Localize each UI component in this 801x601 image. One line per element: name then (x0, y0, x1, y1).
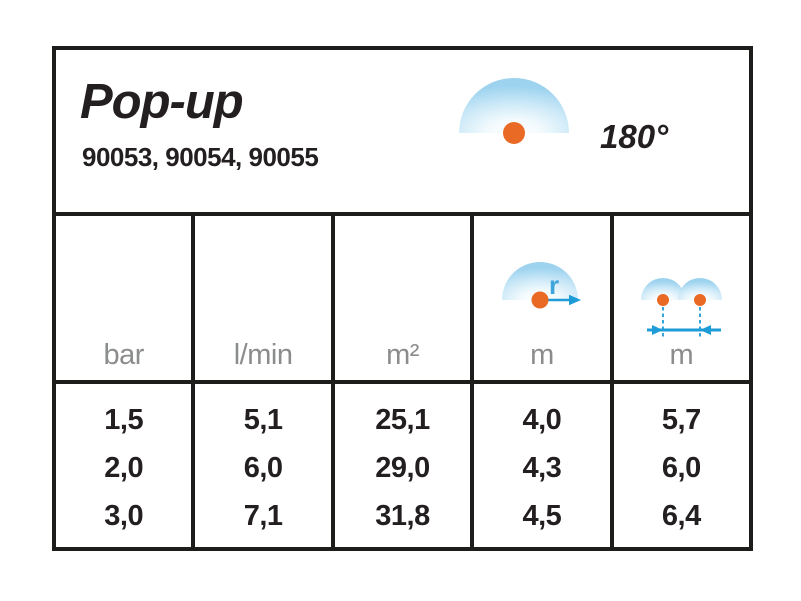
data-cells-flow: 5,1 6,0 7,1 (195, 384, 330, 547)
table-cell: 4,3 (522, 451, 562, 484)
column-flow: l/min 5,1 6,0 7,1 (195, 216, 335, 547)
unit-label-lmin: l/min (233, 339, 293, 371)
table-cell: 29,0 (375, 451, 430, 484)
sprinkler-dot-icon (657, 294, 670, 306)
column-radius: r m 4,0 4,3 4,5 (474, 216, 614, 547)
data-cells-pressure: 1,5 2,0 3,0 (56, 384, 191, 547)
radius-arc-shape (501, 262, 578, 300)
column-area: m² 25,1 29,0 31,8 (334, 216, 475, 547)
title-section: Pop-up 90053, 90054, 90055 180° (56, 50, 749, 216)
sprinkler-dot-icon (503, 122, 525, 144)
header-cell-spacing: m (613, 216, 750, 384)
product-title: Pop-up (80, 75, 244, 129)
data-cells-radius: 4,0 4,3 4,5 (474, 384, 609, 547)
table-cell: 6,0 (661, 451, 701, 484)
data-cells-spacing: 5,7 6,0 6,4 (614, 384, 749, 547)
spray-arc-shape (459, 78, 569, 133)
column-pressure: bar 1,5 2,0 3,0 (56, 216, 196, 547)
table-cell: 1,5 (104, 403, 144, 436)
unit-label-m2: m² (386, 339, 419, 371)
spacing-icon (641, 278, 723, 338)
product-model-numbers: 90053, 90054, 90055 (82, 142, 319, 172)
sprinkler-dot-icon (694, 294, 707, 306)
column-spacing: m 5,7 6,0 6,4 (613, 216, 750, 547)
table-cell: 6,4 (661, 499, 701, 532)
table-cell: 5,1 (243, 403, 283, 436)
radius-arrow-head (568, 294, 581, 306)
table-cell: 5,7 (661, 403, 701, 436)
unit-label-bar: bar (103, 339, 144, 371)
table-cell: 4,5 (522, 499, 562, 532)
header-cell-flow: l/min (195, 216, 331, 384)
table-cell: 4,0 (522, 403, 562, 436)
sprinkler-dot-icon (531, 291, 549, 309)
spacing-arc-left (641, 278, 686, 300)
table-cell: 6,0 (243, 451, 283, 484)
spacing-arrow-head-left (652, 325, 664, 335)
header-cell-area: m² (334, 216, 471, 384)
spec-table: bar 1,5 2,0 3,0 l/min 5,1 6,0 7,1 m² (56, 216, 750, 547)
table-cell: 31,8 (375, 499, 430, 532)
header-cell-pressure: bar (56, 216, 192, 384)
header-cell-radius: r m (474, 216, 610, 384)
unit-label-m-radius: m (530, 339, 554, 371)
table-cell: 2,0 (104, 451, 144, 484)
radius-label: r (549, 270, 559, 300)
spray-angle-label: 180° (600, 118, 669, 155)
radius-icon: r (501, 262, 581, 309)
table-cell: 7,1 (243, 499, 283, 532)
data-cells-area: 25,1 29,0 31,8 (335, 384, 470, 547)
datasheet-panel: Pop-up 90053, 90054, 90055 180° bar 1,5 … (52, 46, 753, 551)
unit-label-m-spacing: m (669, 339, 694, 371)
spacing-arrow-head-right (700, 325, 712, 335)
spacing-arc-right (678, 278, 723, 300)
spray-arc-icon (459, 78, 569, 144)
table-cell: 3,0 (104, 499, 144, 532)
table-cell: 25,1 (375, 403, 430, 436)
